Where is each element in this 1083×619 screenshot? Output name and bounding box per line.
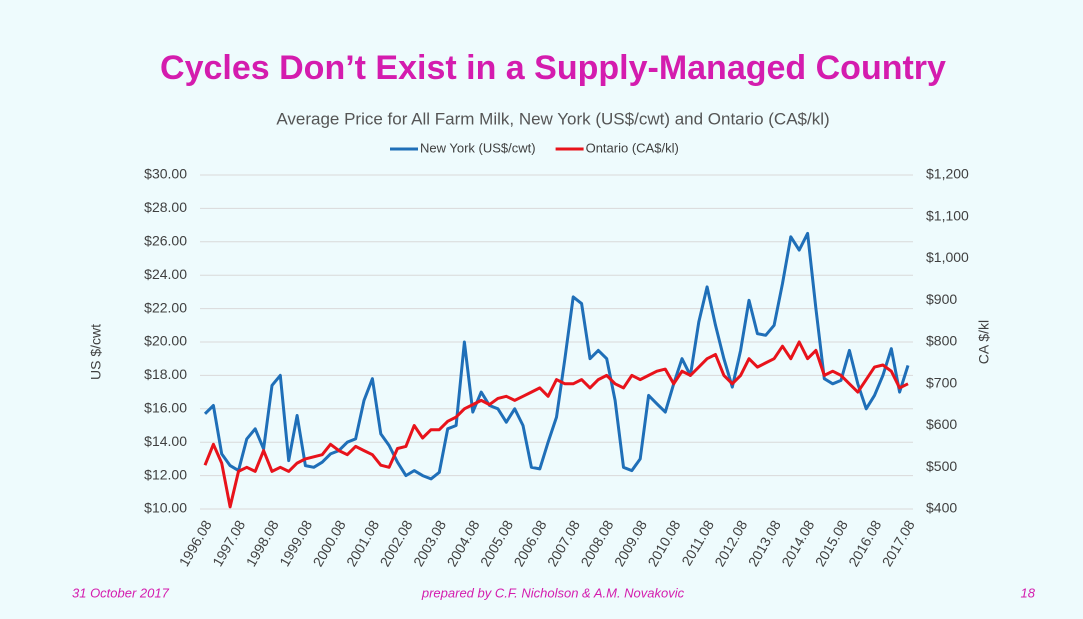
footer-date: 31 October 2017 — [72, 585, 170, 600]
y2-tick-label: $900 — [926, 291, 957, 307]
footer-credit: prepared by C.F. Nicholson & A.M. Novako… — [421, 585, 685, 600]
y2-tick-label: $800 — [926, 333, 957, 349]
y-tick-label: $16.00 — [144, 400, 187, 416]
y-tick-label: $30.00 — [144, 166, 187, 182]
y-axis-label: US $/cwt — [88, 324, 104, 380]
y-tick-label: $26.00 — [144, 233, 187, 249]
chart-title: Average Price for All Farm Milk, New Yor… — [276, 109, 829, 128]
slide-title: Cycles Don’t Exist in a Supply-Managed C… — [160, 49, 946, 87]
y2-tick-label: $700 — [926, 374, 957, 390]
y-tick-label: $24.00 — [144, 266, 187, 282]
legend-label: New York (US$/cwt) — [420, 140, 536, 155]
y-tick-label: $12.00 — [144, 466, 187, 482]
y-tick-label: $14.00 — [144, 433, 187, 449]
page-number: 18 — [1021, 585, 1036, 600]
series-line — [203, 340, 909, 509]
series-line — [203, 231, 910, 481]
legend-label: Ontario (CA$/kl) — [586, 140, 679, 155]
y2-tick-label: $1,200 — [926, 166, 969, 182]
y2-axis-label: CA $/kl — [976, 320, 992, 364]
y2-tick-label: $400 — [926, 500, 957, 516]
y2-tick-label: $500 — [926, 458, 957, 474]
y2-tick-label: $1,100 — [926, 207, 969, 223]
y2-tick-label: $600 — [926, 416, 957, 432]
y-tick-label: $20.00 — [144, 333, 187, 349]
y-tick-label: $10.00 — [144, 500, 187, 516]
y-tick-label: $28.00 — [144, 199, 187, 215]
y-tick-label: $22.00 — [144, 299, 187, 315]
y-tick-label: $18.00 — [144, 366, 187, 382]
y2-tick-label: $1,000 — [926, 249, 969, 265]
